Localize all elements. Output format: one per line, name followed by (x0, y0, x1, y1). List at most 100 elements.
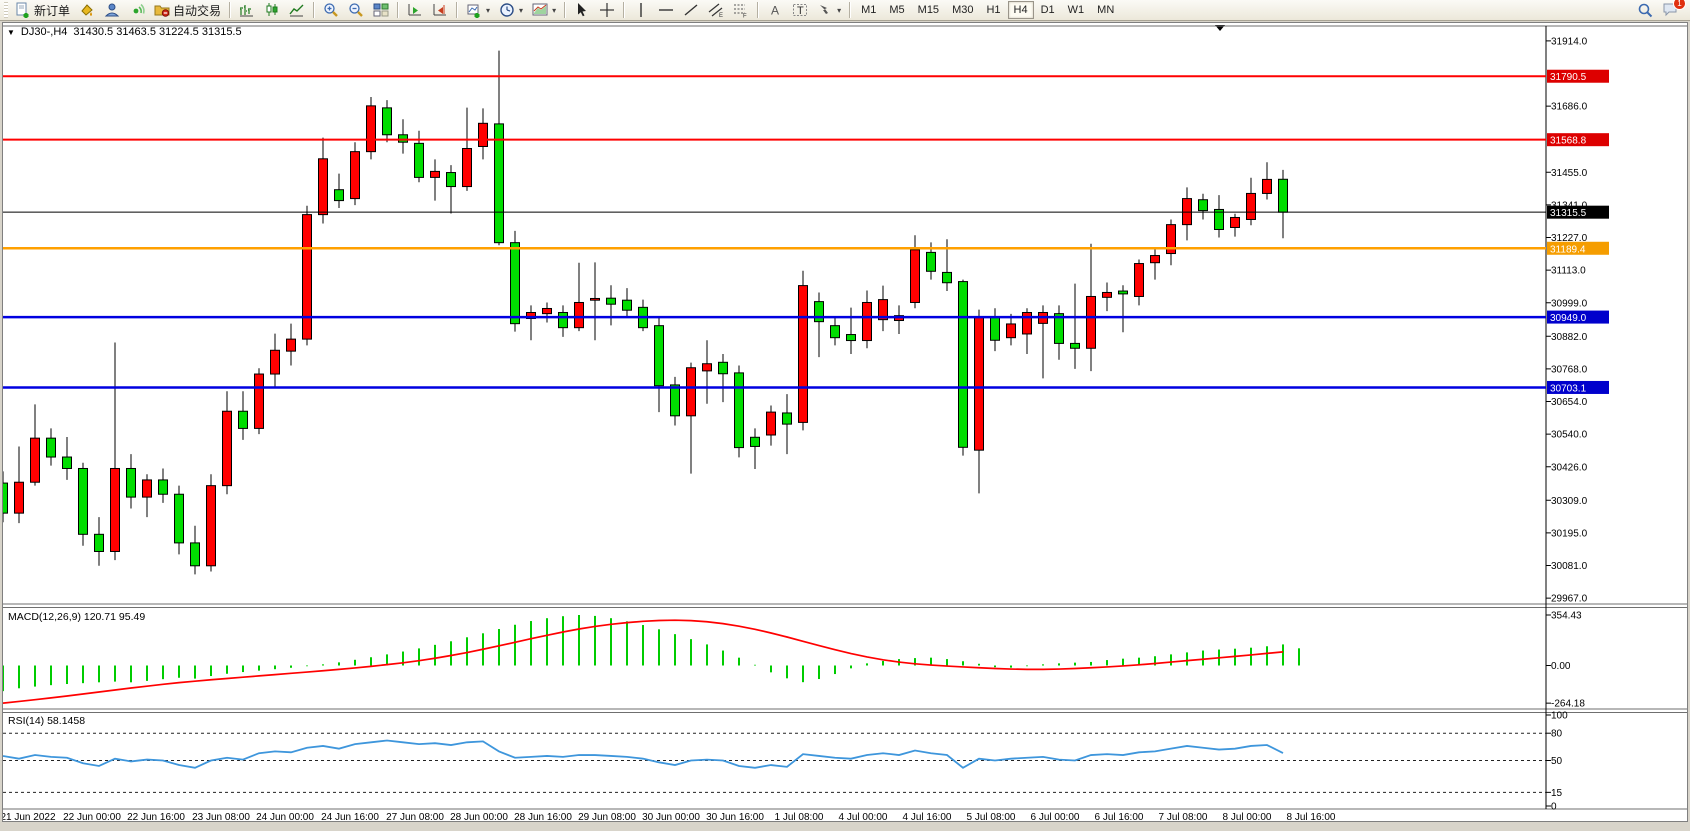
timeframe-m1-button[interactable]: M1 (861, 4, 877, 16)
svg-text:31315.5: 31315.5 (1550, 208, 1587, 219)
crosshair-button[interactable] (595, 0, 619, 20)
svg-text:30 Jun 00:00: 30 Jun 00:00 (642, 812, 700, 821)
chart-canvas[interactable]: 31914.031686.031455.031341.031227.031113… (3, 23, 1687, 821)
auto-scroll-button[interactable] (403, 0, 427, 20)
dropdown-caret-icon: ▾ (552, 5, 557, 15)
signals-button[interactable] (125, 0, 149, 20)
channel-icon: E (708, 3, 723, 18)
toolbar-separator (849, 2, 852, 18)
cursor-icon (578, 3, 587, 17)
horizontal-lines[interactable] (3, 75, 1546, 389)
toolbar-separator (397, 2, 400, 18)
timeframe-m15-button[interactable]: M15 (917, 4, 940, 16)
zoom-in-button[interactable] (319, 0, 343, 20)
arrows-button[interactable]: ▾ (813, 0, 845, 20)
svg-text:5 Jul 08:00: 5 Jul 08:00 (967, 812, 1016, 821)
auto-trading-label: 自动交易 (173, 3, 222, 18)
indicators-button[interactable]: ▾ (462, 0, 494, 20)
timeframe-d1-button[interactable]: D1 (1040, 4, 1055, 16)
svg-text:50: 50 (1551, 756, 1563, 767)
text-label-button[interactable]: T (788, 0, 812, 20)
toolbar-separator (313, 2, 316, 18)
vertical-line-icon (640, 3, 642, 17)
svg-text:6 Jul 00:00: 6 Jul 00:00 (1031, 812, 1080, 821)
signal-icon (133, 3, 145, 14)
line-chart-button[interactable] (285, 0, 309, 20)
templates-button[interactable]: ▾ (528, 0, 560, 20)
svg-text:24 Jun 00:00: 24 Jun 00:00 (256, 812, 314, 821)
svg-text:4 Jul 16:00: 4 Jul 16:00 (903, 812, 952, 821)
svg-text:T: T (797, 5, 804, 17)
svg-text:30654.0: 30654.0 (1551, 397, 1588, 408)
svg-text:30309.0: 30309.0 (1551, 496, 1588, 507)
toolbar-separator (623, 2, 626, 18)
bar-chart-button[interactable] (235, 0, 259, 20)
text-label-icon: T (793, 4, 808, 17)
fibonacci-button[interactable]: F (729, 0, 753, 20)
rsi-label: RSI(14) 58.1458 (8, 715, 85, 727)
svg-text:30426.0: 30426.0 (1551, 462, 1588, 473)
svg-text:8 Jul 16:00: 8 Jul 16:00 (1287, 812, 1336, 821)
equidistant-channel-button[interactable]: E (704, 0, 728, 20)
svg-text:31568.8: 31568.8 (1550, 136, 1587, 147)
time-axis[interactable]: 21 Jun 2022 22 Jun 00:00 22 Jun 16:00 23 Ju… (3, 812, 1336, 821)
price-badges: 31790.5 31568.8 31315.5 31189.4 30949.0 30703… (1547, 69, 1609, 394)
search-button[interactable] (1633, 0, 1657, 20)
candlestick-chart-button[interactable] (260, 0, 284, 20)
timeframe-w1-button[interactable]: W1 (1067, 4, 1085, 16)
chart-shift-button[interactable] (428, 0, 452, 20)
current-price-badge (1547, 205, 1609, 219)
new-order-button[interactable]: 新订单 (11, 0, 74, 20)
cursor-button[interactable] (570, 0, 594, 20)
horizontal-line-button[interactable] (654, 0, 678, 20)
crosshair-icon (600, 3, 615, 17)
svg-text:6 Jul 16:00: 6 Jul 16:00 (1095, 812, 1144, 821)
timeframe-m30-button[interactable]: M30 (952, 4, 974, 16)
arrows-icon (820, 5, 829, 14)
auto-scroll-icon (408, 4, 422, 16)
svg-text:15: 15 (1551, 788, 1563, 799)
dropdown-caret-icon: ▾ (837, 5, 842, 15)
styles-button[interactable] (75, 0, 99, 20)
rsi-line (3, 739, 1284, 769)
svg-text:21 Jun 2022: 21 Jun 2022 (3, 812, 56, 821)
text-button[interactable]: A (763, 0, 787, 20)
svg-text:31790.5: 31790.5 (1550, 72, 1587, 83)
svg-text:30703.1: 30703.1 (1550, 383, 1587, 394)
tile-windows-button[interactable] (369, 0, 393, 20)
notification-count-badge: 1 (1673, 0, 1686, 10)
main-toolbar: 新订单 自动交易 (0, 0, 1690, 21)
bar-chart-icon (240, 5, 254, 17)
notifications-button[interactable]: 1 (1658, 0, 1686, 20)
chart-window: ▼ DJ30-,H4 31430.5 31463.5 31224.5 31315… (2, 22, 1688, 822)
dropdown-caret-icon: ▾ (519, 5, 524, 15)
zoom-out-button[interactable] (344, 0, 368, 20)
chart-shift-icon (433, 4, 447, 16)
svg-text:27 Jun 08:00: 27 Jun 08:00 (386, 812, 444, 821)
svg-text:30768.0: 30768.0 (1551, 364, 1588, 375)
zoom-out-icon (349, 3, 363, 17)
auto-trading-button[interactable]: 自动交易 (150, 0, 225, 20)
svg-text:23 Jun 08:00: 23 Jun 08:00 (192, 812, 250, 821)
timeframe-m5-button[interactable]: M5 (889, 4, 905, 16)
rsi-pane: 100 80 50 15 0 (3, 711, 1568, 813)
profile-button[interactable] (100, 0, 124, 20)
trendline-button[interactable] (679, 0, 703, 20)
periods-button[interactable]: ▾ (495, 0, 527, 20)
svg-text:30195.0: 30195.0 (1551, 528, 1588, 539)
macd-pane: 354.43 0.00 -264.18 (3, 610, 1585, 710)
timeframe-mn-button[interactable]: MN (1097, 4, 1115, 16)
svg-text:31455.0: 31455.0 (1551, 168, 1588, 179)
timeframe-h1-button[interactable]: H1 (986, 4, 1001, 16)
toolbar-separator (564, 2, 567, 18)
profile-person-icon (104, 3, 120, 17)
macd-label: MACD(12,26,9) 120.71 95.49 (8, 611, 145, 623)
svg-text:80: 80 (1551, 729, 1563, 740)
svg-text:30882.0: 30882.0 (1551, 332, 1588, 343)
svg-text:29 Jun 08:00: 29 Jun 08:00 (578, 812, 636, 821)
timeframe-h4-button[interactable]: H4 (1007, 1, 1034, 19)
svg-text:30949.0: 30949.0 (1550, 313, 1587, 324)
chart-shift-marker[interactable] (1215, 25, 1225, 31)
level-price-badge (1547, 310, 1609, 324)
vertical-line-button[interactable] (629, 0, 653, 20)
